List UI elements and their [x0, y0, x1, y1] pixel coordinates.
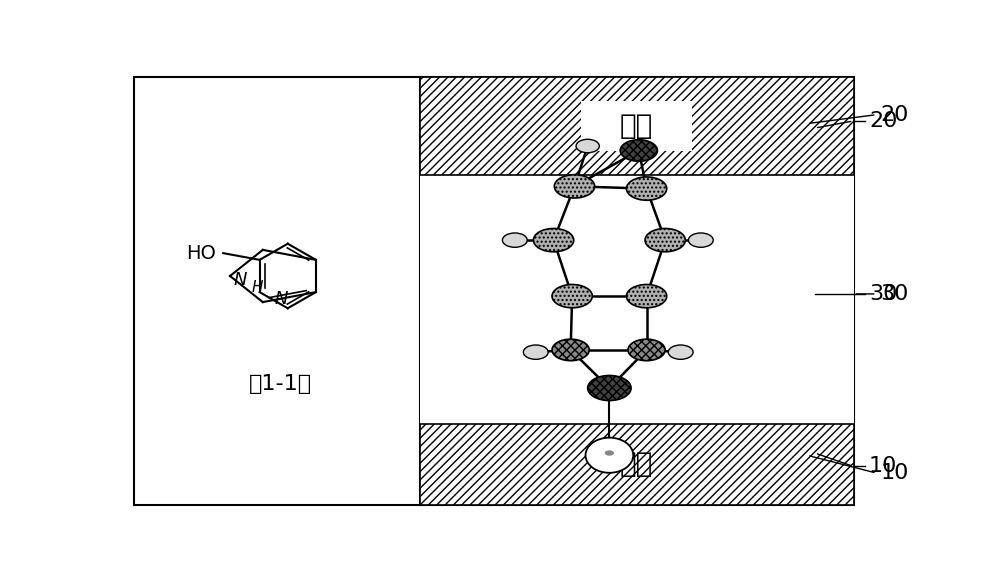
- Circle shape: [554, 175, 595, 198]
- Circle shape: [626, 177, 667, 200]
- Bar: [420, 424, 854, 505]
- Circle shape: [502, 233, 527, 247]
- Text: 树脂: 树脂: [620, 112, 653, 140]
- Circle shape: [552, 285, 592, 308]
- Text: H: H: [252, 280, 263, 294]
- Bar: [420, 77, 854, 175]
- Circle shape: [605, 450, 614, 456]
- Circle shape: [588, 375, 631, 400]
- Text: 30: 30: [869, 284, 897, 304]
- Text: HO: HO: [186, 244, 216, 262]
- Circle shape: [626, 285, 667, 308]
- Circle shape: [523, 345, 548, 359]
- Text: 10: 10: [881, 463, 909, 483]
- Circle shape: [688, 233, 713, 247]
- Bar: [420, 175, 854, 424]
- Text: 30: 30: [881, 284, 909, 304]
- Circle shape: [576, 139, 599, 152]
- Circle shape: [533, 229, 574, 252]
- Text: 金属: 金属: [620, 450, 653, 478]
- Circle shape: [552, 339, 589, 361]
- Text: 20: 20: [881, 105, 909, 125]
- Circle shape: [668, 345, 693, 359]
- Text: N: N: [274, 289, 288, 307]
- FancyBboxPatch shape: [581, 101, 692, 151]
- Circle shape: [628, 339, 665, 361]
- Circle shape: [645, 229, 685, 252]
- Text: 20: 20: [869, 111, 897, 131]
- Text: 10: 10: [869, 456, 897, 477]
- Circle shape: [620, 140, 657, 161]
- Text: N: N: [234, 271, 247, 289]
- Ellipse shape: [586, 438, 633, 473]
- Text: （1-1）: （1-1）: [248, 374, 312, 393]
